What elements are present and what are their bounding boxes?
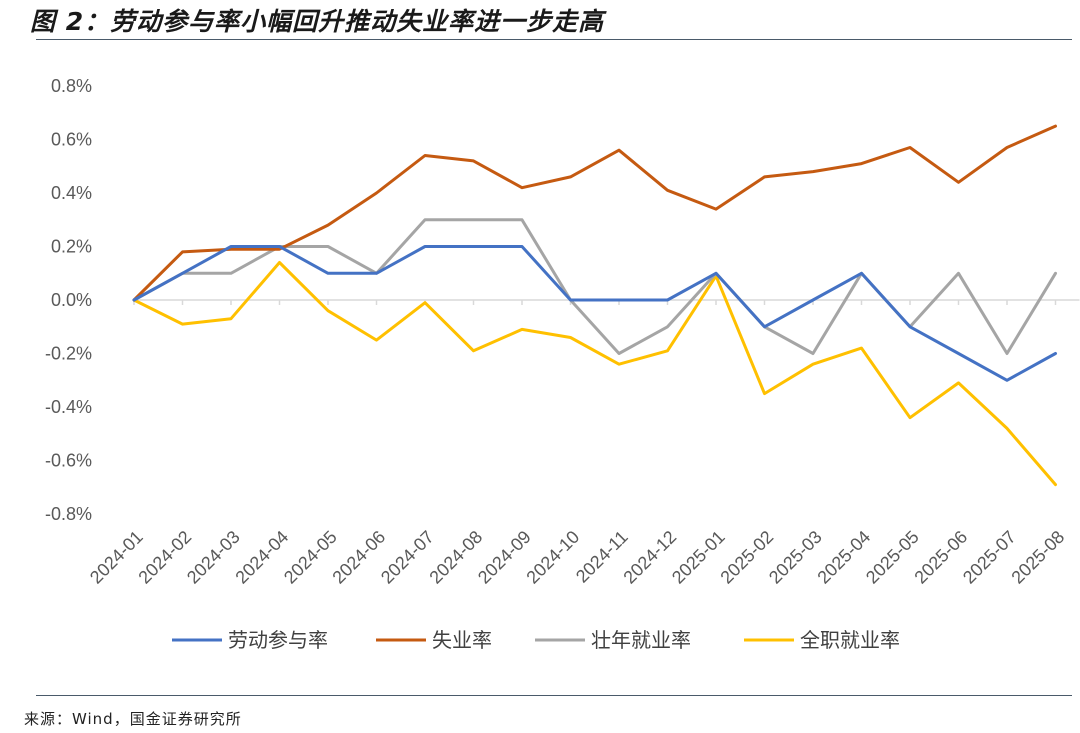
x-tick-label: 2024-05 <box>280 527 341 588</box>
source-note: 来源：Wind，国金证券研究所 <box>24 710 242 728</box>
y-tick-label: 0.8% <box>51 76 92 96</box>
series-line-2 <box>132 218 1057 355</box>
y-tick-label: -0.2% <box>45 344 92 364</box>
x-tick-label: 2024-02 <box>134 527 195 588</box>
y-tick-label: 0.2% <box>51 237 92 257</box>
x-axis-ticks: 2024-012024-022024-032024-042024-052024-… <box>86 300 1068 588</box>
x-tick-label: 2025-05 <box>862 527 923 588</box>
series-line-0 <box>132 245 1057 382</box>
x-tick-label: 2024-04 <box>231 527 292 588</box>
legend-label: 全职就业率 <box>800 628 900 652</box>
x-tick-label: 2024-10 <box>522 527 583 588</box>
line-chart: -0.8% -0.6% -0.4% -0.2% 0.0% 0.2% 0.4% 0.6% 0.8%… <box>45 76 1080 652</box>
y-tick-label: -0.8% <box>45 504 92 524</box>
legend-label: 失业率 <box>432 628 492 652</box>
x-tick-label: 2025-07 <box>959 527 1020 588</box>
x-tick-label: 2025-02 <box>716 527 777 588</box>
legend-label: 壮年就业率 <box>591 628 691 652</box>
series-line-1 <box>132 124 1057 302</box>
series-line-3 <box>132 261 1057 487</box>
x-tick-label: 2024-08 <box>425 527 486 588</box>
x-tick-label: 2024-06 <box>328 527 389 588</box>
x-tick-label: 2024-09 <box>474 527 535 588</box>
legend-label: 劳动参与率 <box>228 628 328 652</box>
title-divider <box>36 39 1072 40</box>
y-tick-label: -0.4% <box>45 397 92 417</box>
source-divider <box>36 695 1072 696</box>
x-tick-label: 2025-04 <box>813 527 874 588</box>
legend: 劳动参与率 失业率 壮年就业率 全职就业率 <box>172 628 900 652</box>
x-tick-label: 2024-01 <box>86 527 147 588</box>
y-axis-ticks: -0.8% -0.6% -0.4% -0.2% 0.0% 0.2% 0.4% 0.6% 0.8% <box>45 76 92 524</box>
x-tick-label: 2024-03 <box>183 527 244 588</box>
x-tick-label: 2024-12 <box>619 527 680 588</box>
y-tick-label: 0.0% <box>51 290 92 310</box>
y-tick-label: -0.6% <box>45 451 92 471</box>
y-tick-label: 0.6% <box>51 130 92 150</box>
series-lines <box>132 124 1057 487</box>
x-tick-label: 2025-06 <box>910 527 971 588</box>
x-tick-label: 2025-03 <box>765 527 826 588</box>
y-tick-label: 0.4% <box>51 183 92 203</box>
figure-title: 图 2：劳动参与率小幅回升推动失业率进一步走高 <box>30 7 605 36</box>
x-tick-label: 2024-07 <box>377 527 438 588</box>
x-tick-label: 2025-08 <box>1007 527 1068 588</box>
x-tick-label: 2025-01 <box>668 527 729 588</box>
